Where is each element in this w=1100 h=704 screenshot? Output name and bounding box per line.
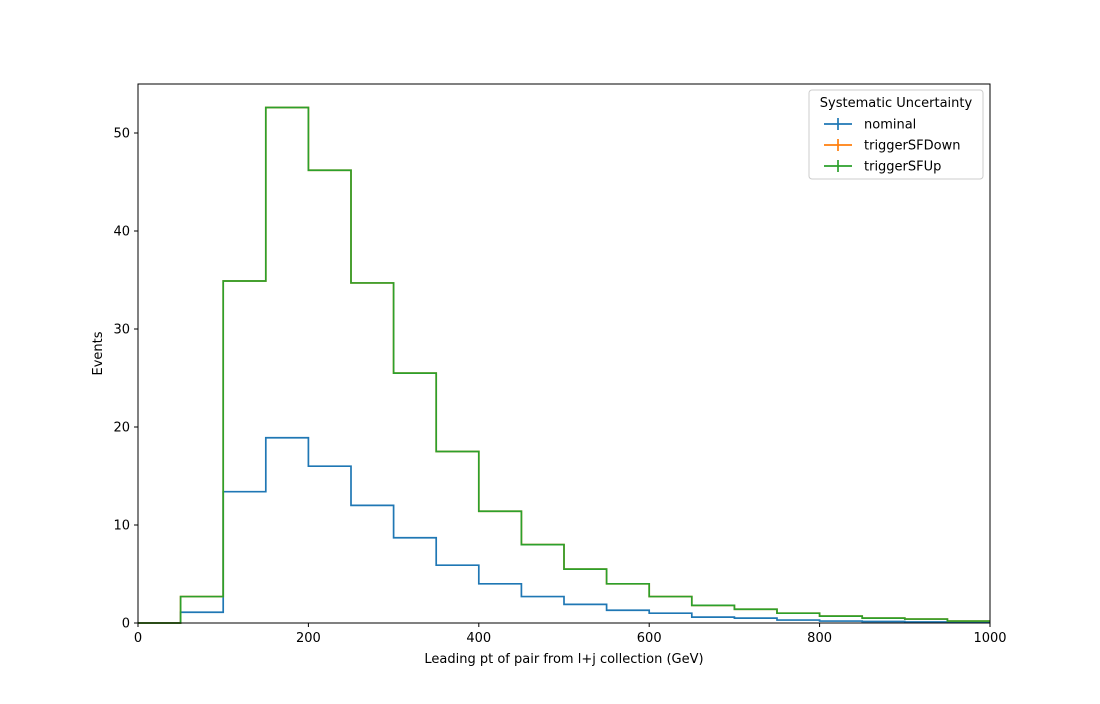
series-line-nominal [138,436,990,624]
y-tick-label: 0 [122,617,130,632]
y-tick-label: 50 [113,127,130,142]
series-layer [138,106,990,624]
y-tick-label: 40 [113,225,130,240]
x-tick-label: 200 [296,631,321,646]
x-tick-label: 400 [466,631,491,646]
y-axis-label: Events [91,331,106,375]
legend-entry-nominal: nominal [824,118,916,133]
x-axis: 0 200 400 600 800 1000 [134,623,1007,646]
legend-entry-triggerSFDown: triggerSFDown [824,139,960,154]
series-line-triggerSFUp [138,106,990,624]
x-tick-label: 600 [637,631,662,646]
y-tick-label: 30 [113,323,130,338]
legend-entries: nominal triggerSFDown triggerSFUp [824,118,960,175]
x-tick-label: 800 [807,631,832,646]
y-tick-label: 10 [113,519,130,534]
legend-label: triggerSFDown [864,139,960,154]
x-tick-label: 1000 [973,631,1006,646]
legend-title: Systematic Uncertainty [820,96,973,111]
x-tick-label: 0 [134,631,142,646]
y-axis: 0 10 20 30 40 50 [113,127,138,632]
legend-box [808,89,984,180]
plot-area-frame [137,83,991,624]
x-axis-label: Leading pt of pair from l+j collection (… [424,652,703,667]
legend: Systematic Uncertainty nominal triggerSFD… [808,89,984,180]
legend-label: nominal [864,118,916,133]
legend-entry-triggerSFUp: triggerSFUp [824,160,941,175]
y-tick-label: 20 [113,421,130,436]
legend-label: triggerSFUp [864,160,941,175]
